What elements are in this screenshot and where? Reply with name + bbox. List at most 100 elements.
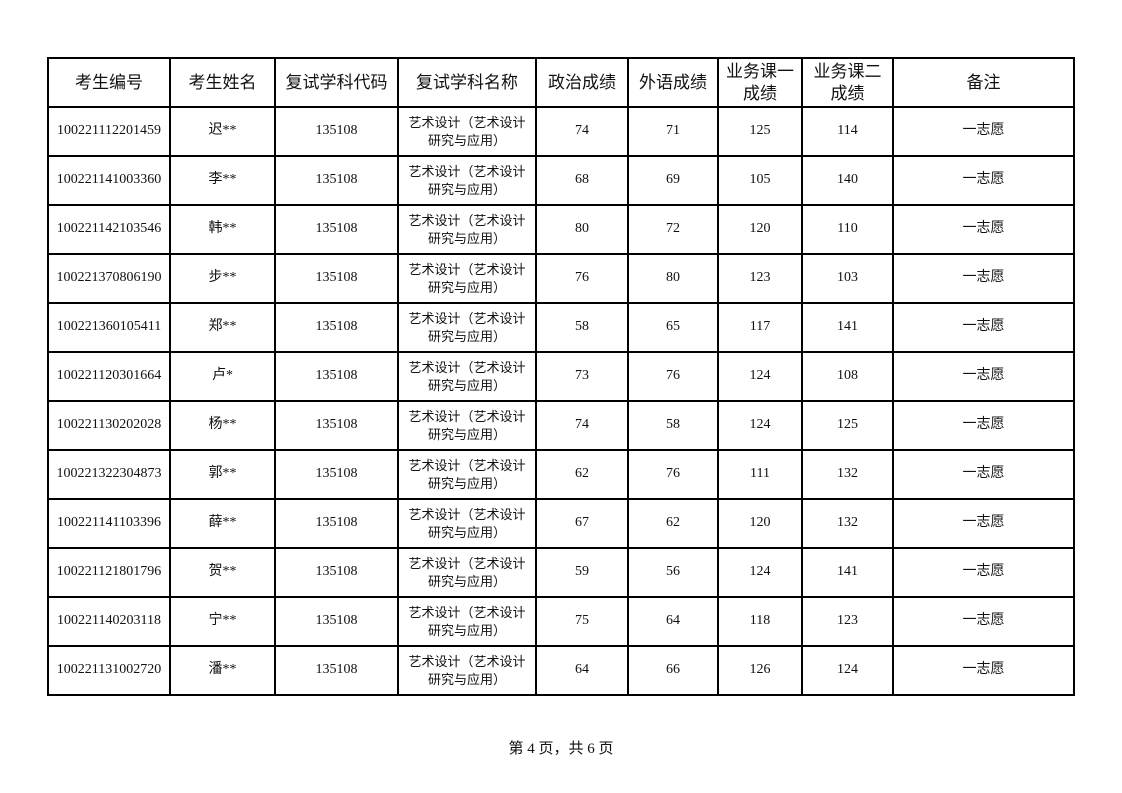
cell-course1-score: 120 [717,498,803,549]
cell-subject-code: 135108 [274,400,399,451]
cell-politics-score: 64 [535,645,629,696]
table-row: 100221120301664 卢* 135108 艺术设计（艺术设计研究与应用） 73… [47,351,1075,402]
table-row: 100221141003360 李** 135108 艺术设计（艺术设计研究与应用） 6… [47,155,1075,206]
cell-remark: 一志愿 [892,596,1075,647]
cell-remark: 一志愿 [892,400,1075,451]
cell-candidate-id: 100221322304873 [47,449,171,500]
cell-foreign-language-score: 64 [627,596,719,647]
page-footer: 第 4 页，共 6 页 [508,741,614,757]
cell-course2-score: 108 [801,351,894,402]
table-row: 100221112201459 迟** 135108 艺术设计（艺术设计研究与应用） 7… [47,106,1075,157]
cell-course1-score: 124 [717,400,803,451]
cell-politics-score: 67 [535,498,629,549]
table-row: 100221140203118 宁** 135108 艺术设计（艺术设计研究与应用） 7… [47,596,1075,647]
cell-candidate-id: 100221360105411 [47,302,171,353]
column-header-foreign-language-score: 外语成绩 [627,57,719,108]
cell-foreign-language-score: 66 [627,645,719,696]
column-header-course2-score: 业务课二成绩 [801,57,894,108]
cell-subject-name: 艺术设计（艺术设计研究与应用） [397,547,537,598]
cell-foreign-language-score: 69 [627,155,719,206]
cell-remark: 一志愿 [892,645,1075,696]
table-row: 100221360105411 郑** 135108 艺术设计（艺术设计研究与应用） 5… [47,302,1075,353]
table-header: 考生编号 考生姓名 复试学科代码 复试学科名称 政治成绩 外语成绩 业务课一成绩 业务课二成绩… [47,57,1075,108]
cell-course2-score: 110 [801,204,894,255]
cell-course1-score: 111 [717,449,803,500]
cell-subject-name: 艺术设计（艺术设计研究与应用） [397,351,537,402]
cell-candidate-name: 潘** [169,645,276,696]
cell-course2-score: 141 [801,547,894,598]
cell-politics-score: 76 [535,253,629,304]
cell-course2-score: 124 [801,645,894,696]
cell-subject-name: 艺术设计（艺术设计研究与应用） [397,302,537,353]
cell-candidate-name: 步** [169,253,276,304]
cell-remark: 一志愿 [892,302,1075,353]
cell-foreign-language-score: 58 [627,400,719,451]
cell-course1-score: 123 [717,253,803,304]
cell-course1-score: 124 [717,547,803,598]
cell-candidate-id: 100221112201459 [47,106,171,157]
cell-course1-score: 120 [717,204,803,255]
cell-politics-score: 59 [535,547,629,598]
cell-course2-score: 103 [801,253,894,304]
cell-foreign-language-score: 71 [627,106,719,157]
cell-politics-score: 73 [535,351,629,402]
column-header-subject-code: 复试学科代码 [274,57,399,108]
cell-course2-score: 141 [801,302,894,353]
table-row: 100221142103546 韩** 135108 艺术设计（艺术设计研究与应用） 8… [47,204,1075,255]
cell-candidate-name: 卢* [169,351,276,402]
cell-politics-score: 58 [535,302,629,353]
cell-course1-score: 125 [717,106,803,157]
cell-subject-code: 135108 [274,547,399,598]
table-row: 100221130202028 杨** 135108 艺术设计（艺术设计研究与应用） 7… [47,400,1075,451]
cell-course1-score: 118 [717,596,803,647]
cell-politics-score: 80 [535,204,629,255]
cell-course1-score: 124 [717,351,803,402]
cell-remark: 一志愿 [892,547,1075,598]
cell-foreign-language-score: 80 [627,253,719,304]
cell-course2-score: 132 [801,498,894,549]
cell-politics-score: 75 [535,596,629,647]
cell-subject-name: 艺术设计（艺术设计研究与应用） [397,253,537,304]
cell-foreign-language-score: 65 [627,302,719,353]
table-row: 100221131002720 潘** 135108 艺术设计（艺术设计研究与应用） 6… [47,645,1075,696]
cell-course2-score: 125 [801,400,894,451]
cell-foreign-language-score: 76 [627,449,719,500]
column-header-course1-score: 业务课一成绩 [717,57,803,108]
cell-subject-name: 艺术设计（艺术设计研究与应用） [397,204,537,255]
column-header-candidate-id: 考生编号 [47,57,171,108]
cell-candidate-name: 杨** [169,400,276,451]
cell-candidate-name: 宁** [169,596,276,647]
cell-foreign-language-score: 72 [627,204,719,255]
table-row: 100221141103396 薛** 135108 艺术设计（艺术设计研究与应用） 6… [47,498,1075,549]
cell-remark: 一志愿 [892,351,1075,402]
table-body: 100221112201459 迟** 135108 艺术设计（艺术设计研究与应用） 7… [47,106,1075,696]
cell-candidate-name: 贺** [169,547,276,598]
cell-candidate-id: 100221141103396 [47,498,171,549]
column-header-subject-name: 复试学科名称 [397,57,537,108]
cell-candidate-id: 100221131002720 [47,645,171,696]
cell-course1-score: 126 [717,645,803,696]
cell-course1-score: 117 [717,302,803,353]
cell-candidate-id: 100221370806190 [47,253,171,304]
cell-subject-code: 135108 [274,596,399,647]
cell-subject-code: 135108 [274,645,399,696]
cell-politics-score: 68 [535,155,629,206]
cell-course2-score: 140 [801,155,894,206]
cell-subject-code: 135108 [274,498,399,549]
cell-remark: 一志愿 [892,204,1075,255]
cell-remark: 一志愿 [892,106,1075,157]
cell-candidate-name: 薛** [169,498,276,549]
cell-politics-score: 74 [535,400,629,451]
cell-subject-code: 135108 [274,302,399,353]
cell-candidate-name: 李** [169,155,276,206]
header-row: 考生编号 考生姓名 复试学科代码 复试学科名称 政治成绩 外语成绩 业务课一成绩 业务课二成绩… [47,57,1075,108]
cell-candidate-id: 100221121801796 [47,547,171,598]
cell-remark: 一志愿 [892,449,1075,500]
cell-subject-code: 135108 [274,204,399,255]
column-header-politics-score: 政治成绩 [535,57,629,108]
cell-candidate-name: 迟** [169,106,276,157]
cell-subject-code: 135108 [274,449,399,500]
column-header-remark: 备注 [892,57,1075,108]
cell-subject-name: 艺术设计（艺术设计研究与应用） [397,449,537,500]
cell-candidate-id: 100221141003360 [47,155,171,206]
